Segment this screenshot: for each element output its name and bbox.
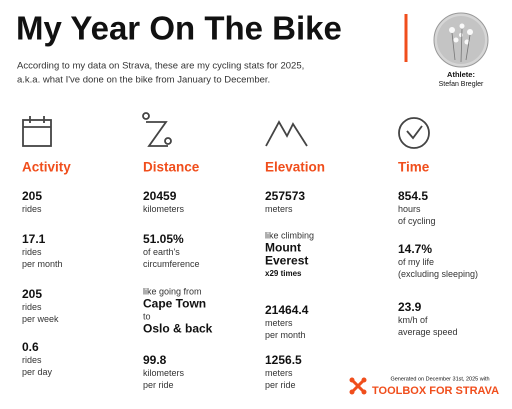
footer-note: Generated on December 31st, 2025 with <box>390 376 489 382</box>
column-header: Activity <box>22 160 71 175</box>
stat-text: Oslo & back <box>143 322 213 336</box>
stat-text: per ride <box>143 380 174 390</box>
stat-text: like going from <box>143 286 202 296</box>
stat-text: per month <box>265 330 306 340</box>
stat-value: 51.05% <box>143 232 184 246</box>
stat-text: Everest <box>265 254 308 268</box>
column-header: Distance <box>143 160 200 175</box>
stat-value: 854.5 <box>398 189 428 203</box>
subtitle: a.k.a. what I've done on the bike from J… <box>17 75 270 86</box>
stat-text: per month <box>22 259 63 269</box>
clock-icon <box>398 117 430 149</box>
stat-text: per week <box>22 314 59 324</box>
stat-text: of my life <box>398 257 434 267</box>
stat-text: km/h of <box>398 315 428 325</box>
icons <box>22 112 430 149</box>
stat-value: 205 <box>22 189 42 203</box>
stat-text: meters <box>265 318 293 328</box>
column-header: Time <box>398 160 430 175</box>
stat-text: average speed <box>398 327 458 337</box>
stat-text: per day <box>22 367 53 377</box>
footer-brand: TOOLBOX FOR STRAVA <box>372 385 499 397</box>
stat-text: kilometers <box>143 204 185 214</box>
stat-value: 20459 <box>143 189 177 203</box>
mountain-icon <box>265 120 308 147</box>
stat-value: 17.1 <box>22 232 46 246</box>
stat-text: of earth's <box>143 247 180 257</box>
stat-value: 21464.4 <box>265 303 309 317</box>
stat-text: Mount <box>265 241 301 255</box>
avatar <box>433 12 489 68</box>
athlete-label: Athlete: <box>447 70 475 79</box>
stat-text: rides <box>22 204 42 214</box>
stat-text: Cape Town <box>143 297 206 311</box>
stat-value: 14.7% <box>398 242 432 256</box>
stat-text: meters <box>265 368 293 378</box>
distance-icon <box>142 112 172 147</box>
subtitle: According to my data on Strava, these ar… <box>17 61 304 72</box>
stat-text: meters <box>265 204 293 214</box>
stat-value: 205 <box>22 287 42 301</box>
stat-text: rides <box>22 302 42 312</box>
stat-text: rides <box>22 355 42 365</box>
stat-text: kilometers <box>143 368 185 378</box>
stat-text: x29 times <box>265 269 302 278</box>
column-header: Elevation <box>265 160 325 175</box>
stat-text: to <box>143 311 151 321</box>
stat-text: of cycling <box>398 216 436 226</box>
stat-value: 1256.5 <box>265 353 302 367</box>
stat-value: 99.8 <box>143 353 167 367</box>
athlete-name: Stefan Bregler <box>439 81 484 88</box>
stat-text: per ride <box>265 380 296 390</box>
footer-logo <box>349 377 367 395</box>
stat-text: circumference <box>143 259 200 269</box>
stat-value: 257573 <box>265 189 305 203</box>
calendar-icon <box>22 116 52 147</box>
stat-text: (excluding sleeping) <box>398 269 478 279</box>
stat-text: hours <box>398 204 421 214</box>
stat-value: 23.9 <box>398 300 422 314</box>
stat-text: rides <box>22 247 42 257</box>
stat-text: like climbing <box>265 230 314 240</box>
stat-value: 0.6 <box>22 340 39 354</box>
title: My Year On The Bike <box>16 10 342 47</box>
